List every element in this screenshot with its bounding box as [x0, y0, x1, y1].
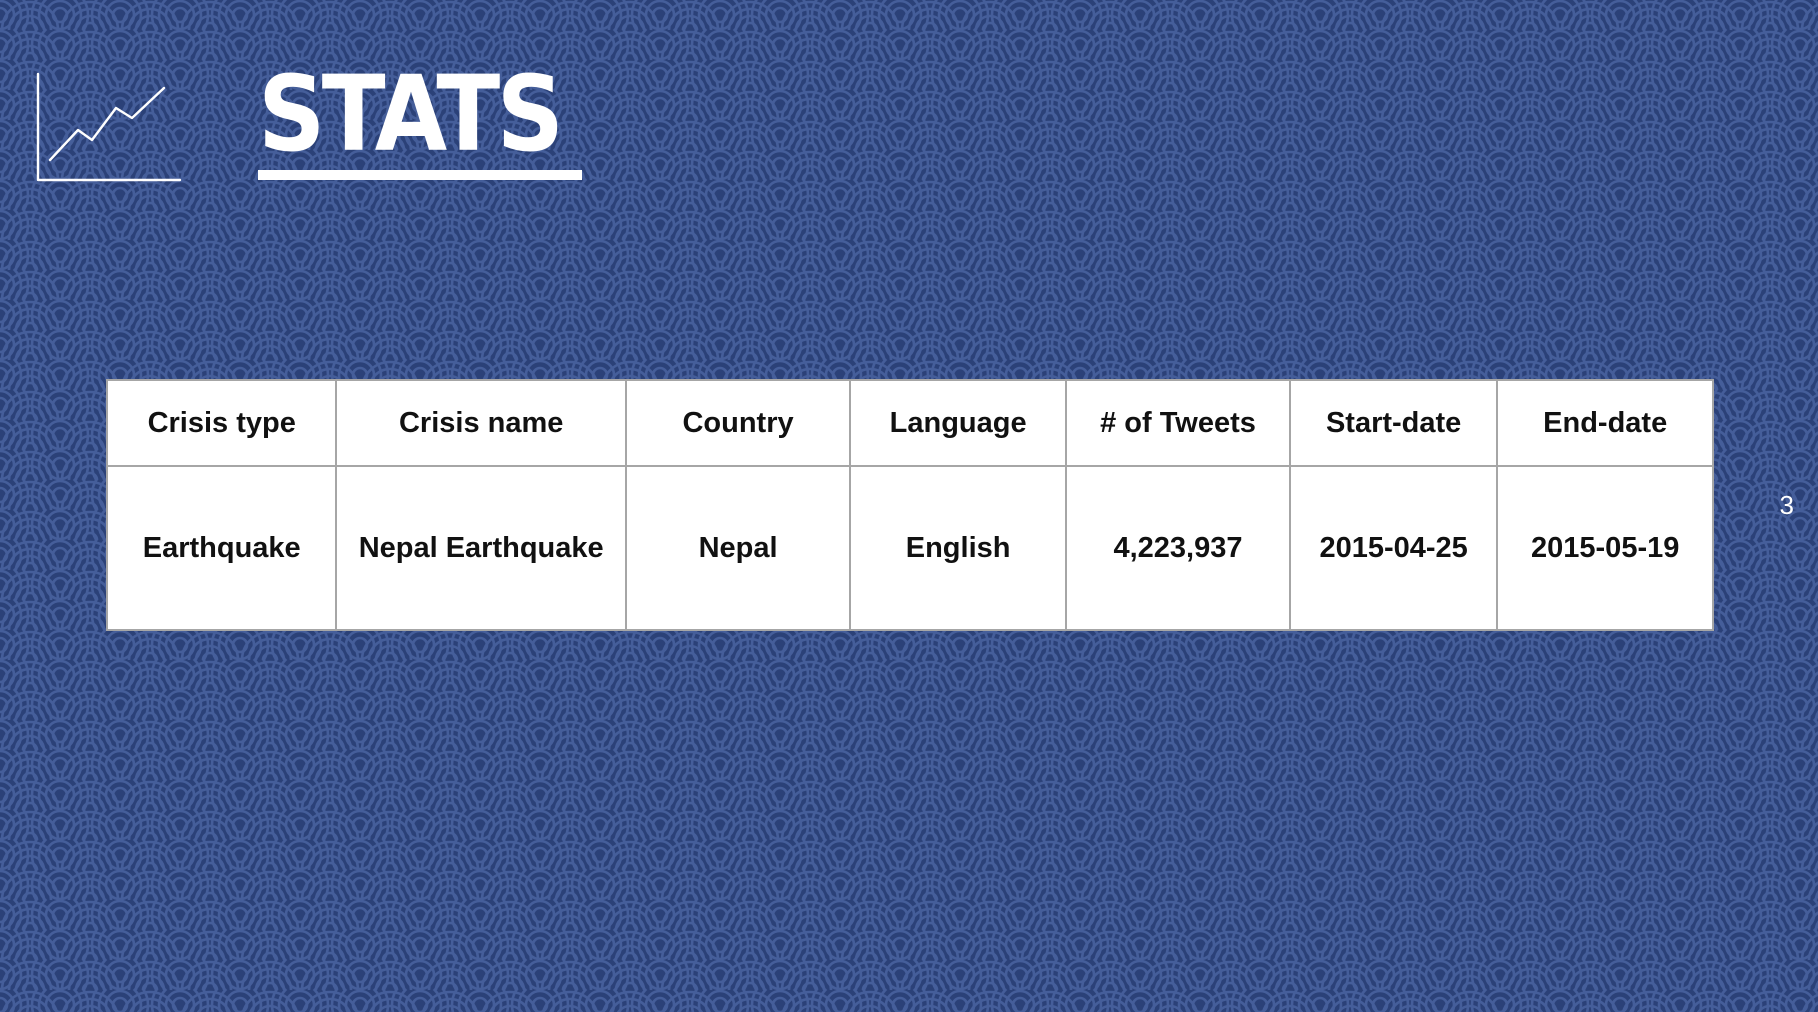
header-start-date: Start-date: [1288, 379, 1499, 467]
header-crisis-type: Crisis type: [105, 379, 338, 467]
table-row: Earthquake Nepal Earthquake Nepal Englis…: [105, 465, 1714, 631]
stats-table: Crisis type Crisis name Country Language…: [105, 379, 1714, 631]
cell-tweet-count: 4,223,937: [1065, 465, 1291, 631]
cell-crisis-type: Earthquake: [105, 465, 338, 631]
header-crisis-name: Crisis name: [335, 379, 627, 467]
cell-start-date: 2015-04-25: [1288, 465, 1499, 631]
page-title: STATS: [258, 53, 564, 175]
title-block: STATS: [258, 53, 594, 180]
header-tweet-count: # of Tweets: [1065, 379, 1291, 467]
title-underline: [258, 170, 582, 180]
cell-language: English: [849, 465, 1068, 631]
table-header-row: Crisis type Crisis name Country Language…: [105, 379, 1714, 467]
cell-crisis-name: Nepal Earthquake: [335, 465, 627, 631]
header-end-date: End-date: [1496, 379, 1714, 467]
header-country: Country: [624, 379, 852, 467]
line-chart-icon: [36, 72, 182, 182]
page-number: 3: [1779, 490, 1794, 520]
cell-end-date: 2015-05-19: [1496, 465, 1714, 631]
header-language: Language: [849, 379, 1068, 467]
cell-country: Nepal: [624, 465, 852, 631]
